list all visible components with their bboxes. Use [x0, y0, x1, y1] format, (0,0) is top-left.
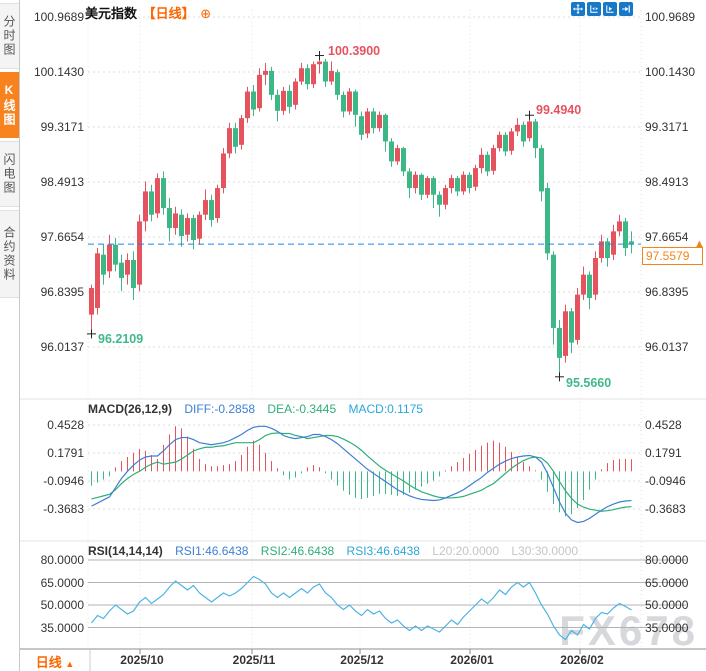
x-axis-label: 2026/02 — [560, 653, 604, 667]
rsi3-value: RSI3:46.6438 — [346, 544, 420, 558]
rsi-axis-label-left: 80.0000 — [40, 553, 84, 567]
add-indicator-icon[interactable]: ⊕ — [200, 6, 212, 21]
sidebar-tab-candlestick[interactable]: K线图 — [0, 72, 19, 138]
macd-hist-value: MACD:0.1175 — [348, 402, 423, 416]
period-label: 日线 — [35, 655, 62, 670]
chart-toolbar — [571, 2, 635, 16]
price-axis-label-right: 96.0137 — [645, 340, 689, 354]
macd-header: MACD(26,12,9) DIFF:-0.2858 DEA:-0.3445 M… — [88, 402, 423, 416]
x-axis-label: 2025/10 — [120, 653, 164, 667]
rsi-name: RSI(14,14,14) — [88, 544, 163, 558]
price-axis-label-right: 98.4913 — [645, 175, 689, 189]
macd-axis-label-right: -0.3683 — [645, 502, 686, 516]
macd-axis-label-right: -0.0946 — [645, 474, 686, 488]
price-axis-label-right: 100.9689 — [645, 10, 696, 24]
watermark: FX678 — [559, 607, 698, 654]
go-to-latest-icon — [622, 5, 630, 13]
rsi-axis-label-right: 35.0000 — [645, 620, 689, 635]
price-axis-label-left: 98.4913 — [40, 175, 84, 189]
annotation-low: 95.5660 — [566, 376, 612, 390]
macd-axis-label-left: -0.3683 — [43, 502, 84, 516]
x-axis-label: 2025/11 — [232, 653, 276, 667]
current-price-box: 97.5579 — [642, 247, 703, 265]
rsi-l30-value: L30:30.0000 — [511, 544, 579, 558]
candlestick-series — [89, 55, 634, 377]
rsi-axis-label-left: 65.0000 — [40, 575, 84, 590]
macd-diff-value: DIFF:-0.2858 — [184, 402, 256, 416]
compress-axis-icon — [590, 5, 598, 13]
rsi-axis-label-right: 80.0000 — [645, 553, 689, 567]
go-to-latest-button[interactable] — [619, 2, 633, 16]
period-dropdown-arrow-icon: ▲ — [65, 659, 75, 669]
rsi2-value: RSI2:46.6438 — [260, 544, 335, 558]
rsi1-value: RSI1:46.6438 — [175, 544, 249, 558]
macd-dea-value: DEA:-0.3445 — [267, 402, 337, 416]
price-axis-label-left: 100.9689 — [33, 10, 84, 24]
compress-time-axis-button[interactable] — [587, 2, 601, 16]
rsi-header: RSI(14,14,14) RSI1:46.6438 RSI2:46.6438 … — [88, 544, 578, 558]
expand-time-axis-button[interactable] — [603, 2, 617, 16]
macd-axis-label-left: 0.1791 — [47, 446, 84, 460]
price-axis-label-left: 100.1430 — [33, 65, 84, 79]
crosshair-icon — [573, 4, 583, 14]
rsi-line — [91, 575, 632, 641]
macd-axis-label-left: 0.4528 — [47, 418, 84, 432]
macd-axis-label-right: 0.4528 — [645, 418, 682, 432]
price-axis-label-right: 99.3171 — [645, 120, 689, 134]
price-axis-label-left: 99.3171 — [40, 120, 84, 134]
price-axis-label-left: 97.6654 — [40, 230, 84, 244]
diff-line — [91, 425, 632, 524]
period-tag: 【日线】 — [142, 6, 195, 21]
x-axis-label: 2025/12 — [340, 653, 384, 667]
crosshair-button[interactable] — [571, 2, 585, 16]
sidebar-tab-lightning[interactable]: 闪电图 — [0, 141, 19, 207]
price-axis-label-right: 97.6654 — [645, 230, 689, 244]
rsi-axis-label-left: 35.0000 — [40, 620, 84, 635]
macd-axis-label-left: -0.0946 — [43, 474, 84, 488]
macd-axis-label-right: 0.1791 — [645, 446, 682, 460]
price-axis-label-right: 96.8395 — [645, 285, 689, 299]
price-axis-label-left: 96.0137 — [40, 340, 84, 354]
sidebar-tab-timeline[interactable]: 分时图 — [0, 3, 19, 69]
macd-name: MACD(26,12,9) — [88, 402, 173, 416]
dea-line — [91, 432, 632, 512]
annotation-second-peak: 99.4940 — [536, 103, 582, 117]
annotation-start-low: 96.2109 — [98, 332, 144, 346]
x-axis-label: 2026/01 — [450, 653, 494, 667]
expand-axis-icon — [606, 5, 614, 13]
rsi-axis-label-right: 65.0000 — [645, 575, 689, 590]
rsi-l20-value: L20:20.0000 — [432, 544, 499, 558]
symbol-name: 美元指数 — [85, 6, 138, 21]
annotation-high: 100.3900 — [328, 44, 381, 58]
price-axis-label-right: 100.1430 — [645, 65, 696, 79]
price-up-arrow-icon: ▲ — [694, 238, 705, 250]
sidebar: 分时图 K线图 闪电图 合约资料 — [0, 0, 20, 671]
rsi-axis-label-left: 50.0000 — [40, 598, 84, 612]
period-selector[interactable]: 日线 ▲ — [20, 652, 90, 671]
price-axis-label-left: 96.8395 — [40, 285, 84, 299]
rsi-axis-label-right: 50.0000 — [645, 598, 689, 612]
sidebar-tab-contract-info[interactable]: 合约资料 — [0, 210, 19, 298]
chart-title: 美元指数 【日线】 ⊕ — [85, 3, 211, 22]
